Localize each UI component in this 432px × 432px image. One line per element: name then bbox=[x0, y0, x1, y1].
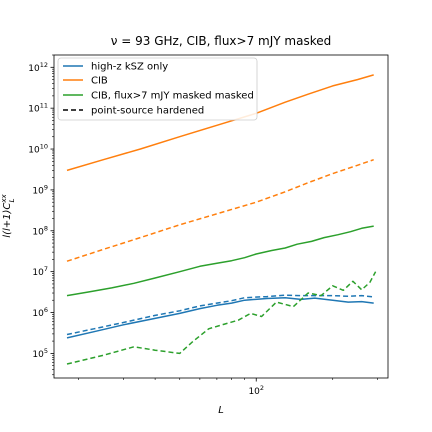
series-line bbox=[66, 225, 374, 297]
y-axis-label: l(l+1)CxxL bbox=[0, 193, 16, 237]
legend-label: point-source hardened bbox=[91, 106, 204, 117]
series-layer bbox=[66, 74, 377, 365]
legend-entry: CIB bbox=[63, 76, 108, 87]
legend-entry: high-z kSZ only bbox=[63, 62, 168, 73]
plot-frame bbox=[53, 54, 389, 379]
legend: high-z kSZ only CIB CIB, flux>7 mJY mask… bbox=[57, 57, 258, 121]
legend-label: high-z kSZ only bbox=[91, 62, 168, 73]
legend-box bbox=[57, 57, 258, 121]
legend-label: CIB bbox=[91, 76, 108, 87]
series-line bbox=[66, 158, 374, 262]
legend-entry: CIB, flux>7 mJY masked masked bbox=[63, 91, 254, 102]
series-line bbox=[66, 296, 374, 339]
series-line bbox=[66, 294, 374, 336]
x-axis-label: L bbox=[218, 405, 224, 416]
chart-title: ν = 93 GHz, CIB, flux>7 mJY masked bbox=[111, 34, 331, 48]
legend-entry: point-source hardened bbox=[63, 106, 204, 117]
legend-label: CIB, flux>7 mJY masked masked bbox=[91, 91, 254, 102]
series-line bbox=[66, 271, 377, 365]
